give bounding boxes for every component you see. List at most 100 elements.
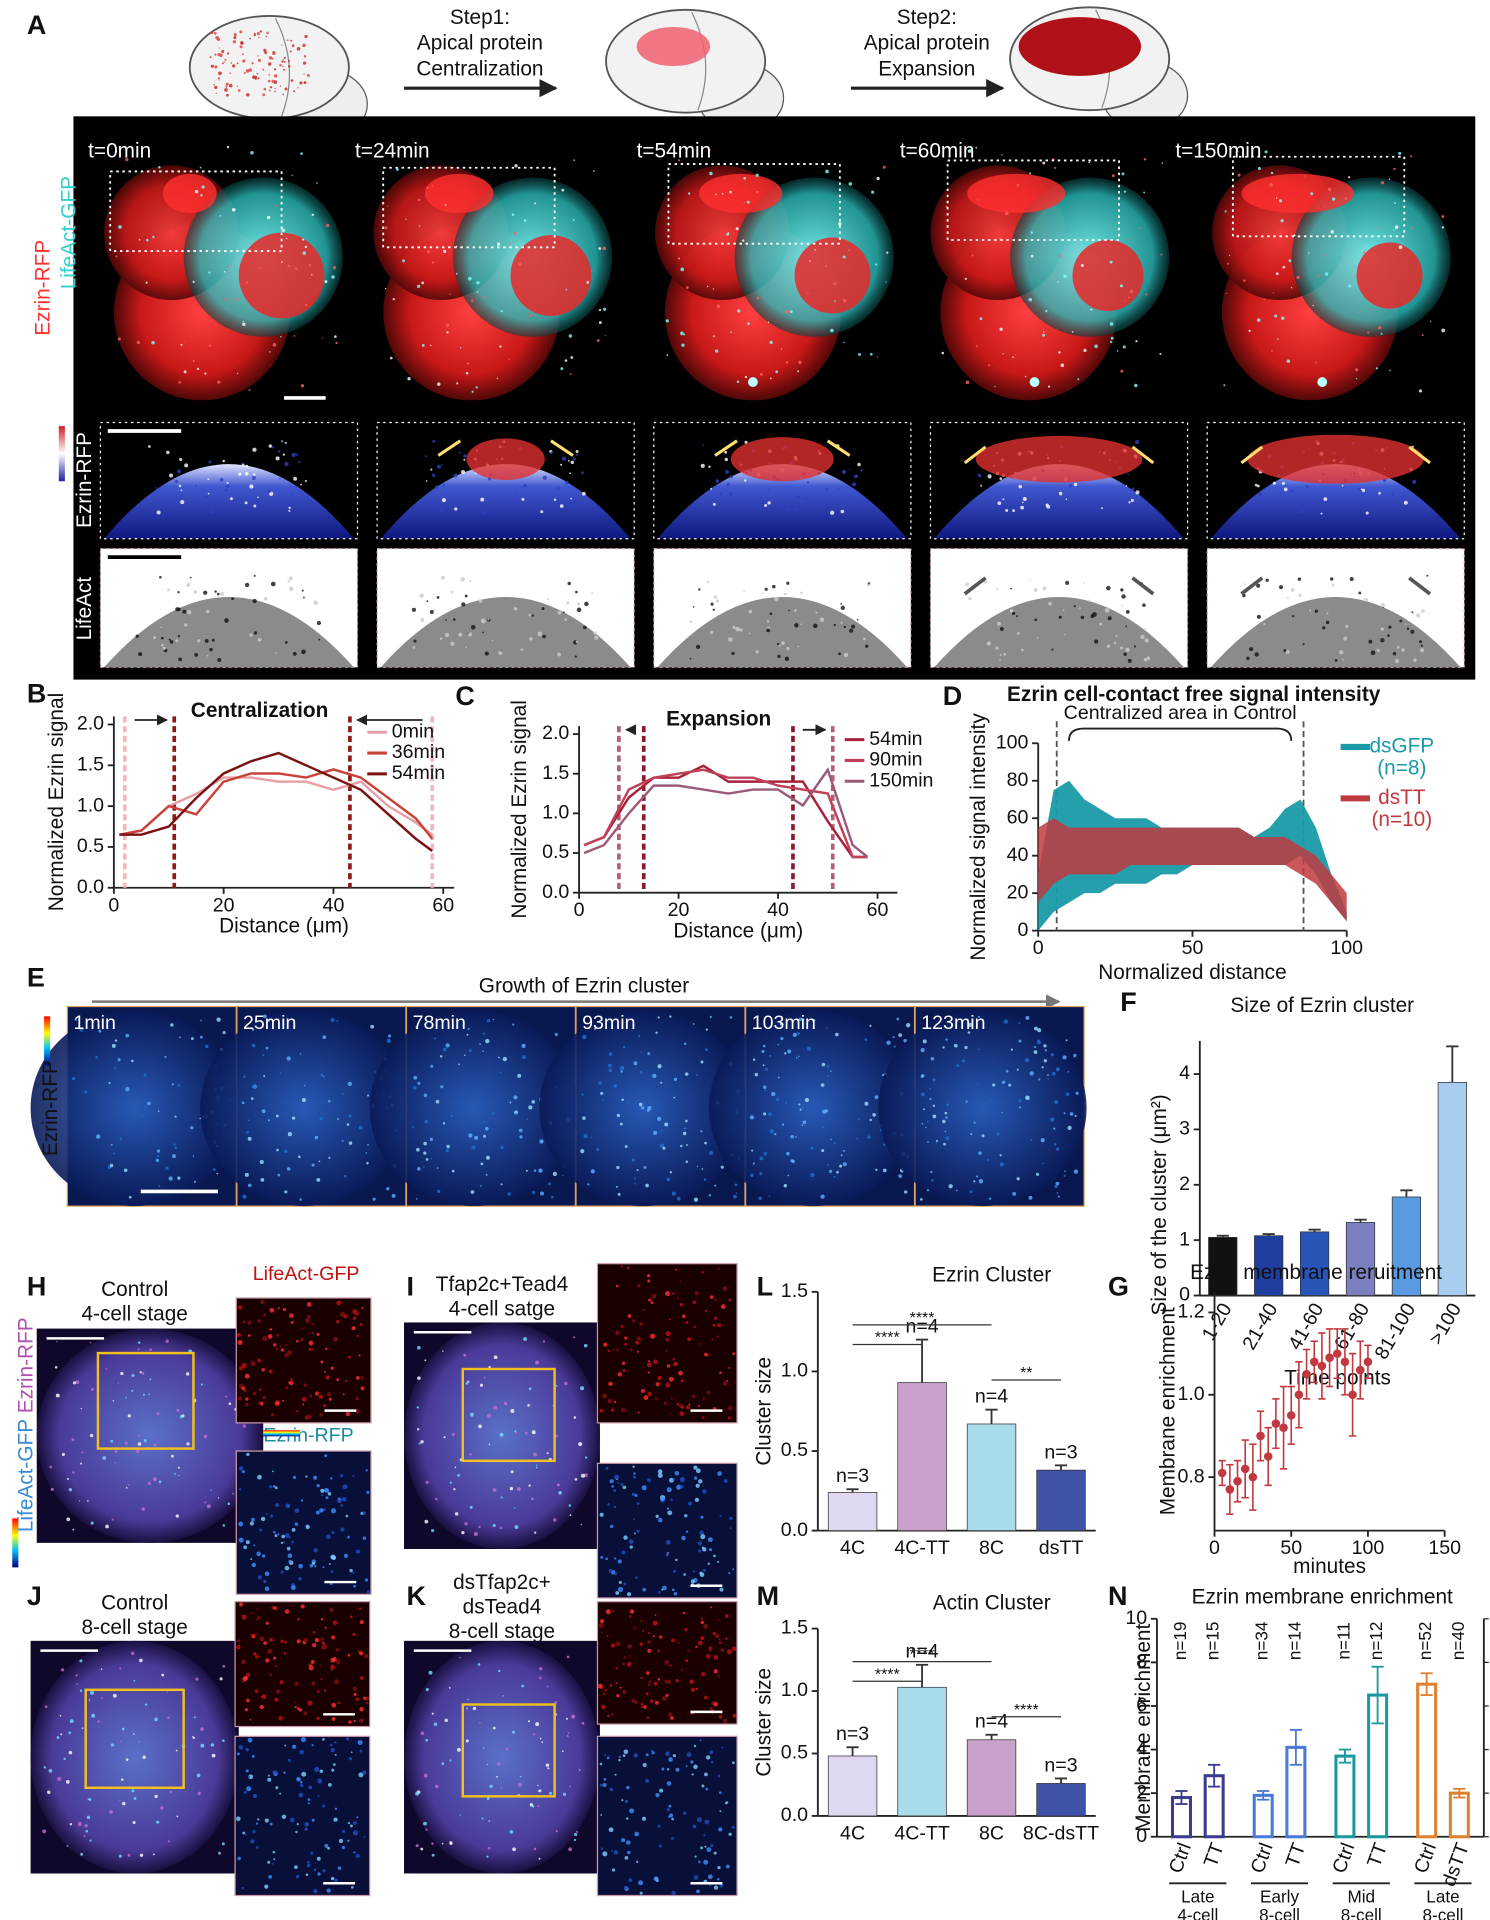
speckle [1410,629,1415,634]
speckle [156,1149,161,1153]
speckle [257,496,259,499]
time-label: 103min [752,1012,816,1034]
speckle [200,194,203,197]
speckle [444,204,447,206]
speckle [292,1744,297,1749]
y-tick-label: 0.5 [542,841,569,863]
speckle [1288,259,1292,263]
speckle [1005,509,1009,512]
speckle [311,274,313,276]
speckle [177,469,181,474]
x-tick-label: 150 [1428,1537,1461,1559]
speckle [843,652,849,658]
speckle [1406,627,1410,631]
speckle [471,1145,476,1150]
speckle [824,1109,829,1113]
speckle [1330,230,1334,234]
speckle [645,1692,649,1696]
speckle [79,1027,84,1032]
speckle [450,1114,454,1118]
speckle [719,1810,722,1813]
speckle [614,1773,617,1776]
speckle [514,1525,519,1530]
speckle [440,463,443,466]
speckle [225,82,229,86]
speckle [779,503,783,506]
speckle [308,264,312,267]
speckle [246,1786,252,1792]
speckle [275,652,277,654]
speckle [635,1340,640,1345]
speckle [304,1415,310,1420]
speckle [1144,638,1149,643]
speckle [352,1686,357,1692]
step-label: Centralization [416,57,543,80]
speckle [319,1413,323,1417]
speckle [930,1170,933,1174]
lifeact-dome [657,596,908,668]
speckle [637,1284,641,1288]
speckle [764,1089,767,1092]
speckle [412,646,416,649]
speckle [1064,1170,1066,1172]
speckle [483,296,486,299]
speckle [242,59,246,63]
speckle [552,1171,557,1177]
n-label: n=12 [1366,1622,1386,1661]
lifeact-dome [380,596,631,668]
roi-box [96,1351,195,1450]
speckle [668,1318,671,1321]
speckle [528,1387,532,1391]
speckle [416,1147,420,1152]
speckle [208,271,211,274]
speckle [251,62,254,65]
speckle [1123,190,1127,193]
speckle [979,317,983,321]
speckle [669,1413,672,1416]
speckle [295,1409,299,1413]
speckle [492,1523,496,1528]
speckle [539,1667,543,1671]
speckle [158,1480,162,1484]
speckle [976,1175,979,1178]
y-tick-label: 1.2 [1177,1301,1204,1323]
speckle [600,1814,603,1816]
speckle [1041,1066,1044,1069]
y-tick-label: 1.5 [781,1280,808,1302]
speckle [1075,1091,1079,1095]
speckle [69,1719,74,1724]
speckle [699,1342,702,1345]
speckle [801,1106,805,1109]
speckle [330,1876,335,1881]
speckle [634,1493,638,1498]
speckle [580,1149,585,1154]
speckle [430,1064,434,1068]
speckle [599,1512,604,1517]
speckle [840,509,845,514]
speckle [599,1619,605,1624]
speckle [257,637,262,642]
speckle [1370,650,1376,656]
speckle [741,239,745,242]
speckle [683,1042,687,1046]
speckle [537,1790,540,1792]
speckle [88,1699,91,1701]
speckle [367,1143,369,1146]
step-label: Expansion [878,57,975,80]
speckle [647,1371,651,1374]
x-tick-label: 4C [840,1537,865,1559]
speckle [502,1695,504,1697]
speckle [944,1111,948,1115]
speckle [348,1114,352,1118]
speckle [657,1469,663,1474]
speckle [603,1692,606,1696]
speckle [161,636,164,640]
speckle [669,1477,674,1483]
speckle [1363,597,1368,602]
speckle [214,65,218,69]
speckle [673,1096,676,1099]
panel-title: Control [101,1278,168,1301]
speckle [766,620,770,623]
speckle [241,1659,247,1665]
speckle [775,370,779,374]
